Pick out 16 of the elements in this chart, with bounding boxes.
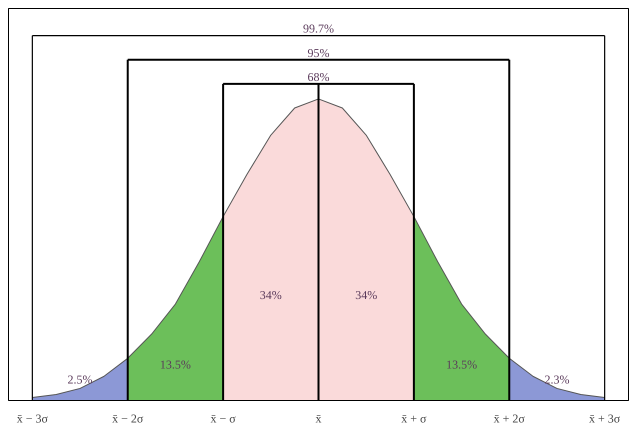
x-tick-label: x̄ − σ — [210, 412, 236, 426]
annotation: 13.5% — [160, 357, 191, 372]
annotation: 13.5% — [446, 357, 478, 372]
x-tick-label: x̄ − 3σ — [16, 412, 48, 426]
text: 68% — [308, 70, 330, 84]
x-tick-label: x̄ + 2σ — [494, 412, 526, 426]
annotation: 34% — [260, 288, 282, 302]
annotation: 2.3% — [544, 372, 570, 386]
x-tick-label: x̄ — [316, 412, 322, 426]
x-tick-label: x̄ − 2σ — [112, 412, 144, 426]
x-tick-label: x̄ + σ — [401, 412, 428, 426]
text: 99.7% — [303, 22, 334, 36]
x-tick-label: x̄ + 3σ — [589, 412, 621, 426]
annotation: 34% — [355, 288, 378, 302]
annotation: 2.5% — [68, 372, 93, 386]
text: 95% — [308, 46, 330, 60]
